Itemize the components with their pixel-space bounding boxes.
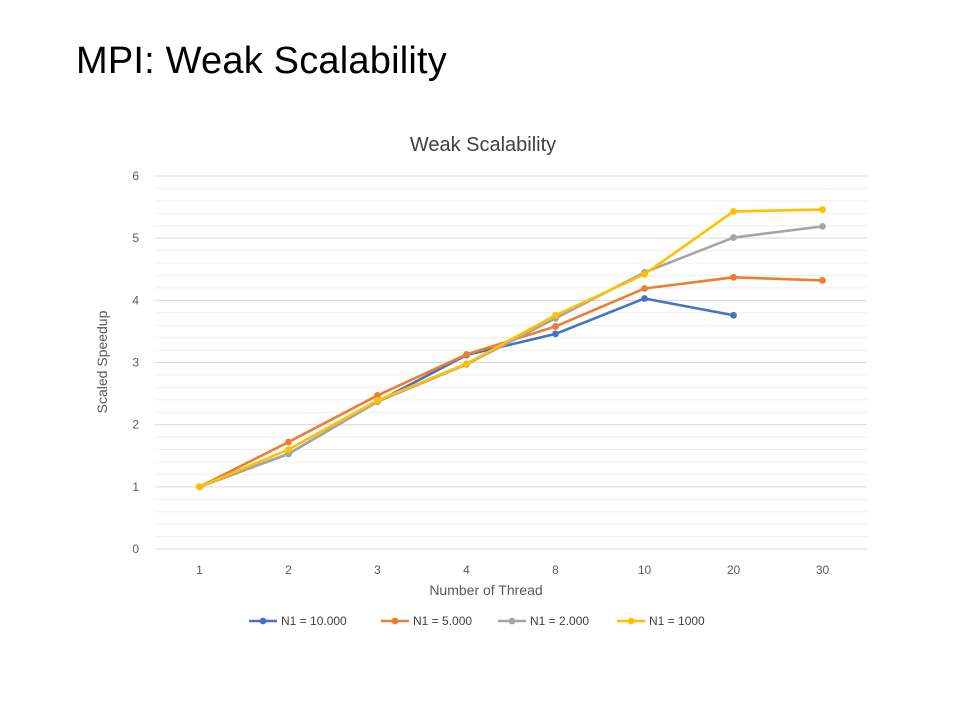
chart-title: Weak Scalability bbox=[410, 134, 556, 156]
x-tick-label: 10 bbox=[638, 563, 652, 577]
series-line bbox=[198, 208, 824, 489]
x-tick-label: 20 bbox=[727, 563, 741, 577]
legend-item: N1 = 10.000 bbox=[249, 614, 347, 628]
y-tick-label: 1 bbox=[132, 480, 139, 494]
y-axis-ticks: 0 1 2 3 4 5 6 bbox=[132, 169, 139, 556]
legend-item: N1 = 2.000 bbox=[498, 614, 589, 628]
series-1 bbox=[196, 273, 826, 491]
x-tick-label: 1 bbox=[196, 563, 203, 577]
x-axis-ticks: 1 2 3 4 8 10 20 30 bbox=[196, 563, 829, 577]
x-axis-label: Number of Thread bbox=[429, 582, 542, 598]
y-tick-label: 2 bbox=[132, 418, 139, 432]
legend-item: N1 = 1000 bbox=[617, 614, 705, 628]
y-tick-label: 6 bbox=[132, 169, 139, 183]
series-3 bbox=[196, 206, 826, 491]
chart-legend: N1 = 10.000 N1 = 5.000 N1 = 2.000 N1 = 1000 bbox=[249, 614, 705, 628]
legend-swatch-marker bbox=[391, 617, 399, 625]
y-tick-label: 4 bbox=[132, 293, 139, 307]
series-line bbox=[198, 276, 824, 489]
legend-item: N1 = 5.000 bbox=[381, 614, 472, 628]
data-point bbox=[196, 483, 203, 491]
data-point bbox=[641, 270, 648, 278]
x-tick-label: 30 bbox=[816, 563, 830, 577]
chart-series bbox=[196, 206, 826, 491]
data-point bbox=[730, 311, 737, 319]
data-point bbox=[552, 330, 559, 338]
legend-swatch-marker bbox=[508, 617, 516, 625]
data-point bbox=[819, 206, 826, 213]
data-point bbox=[730, 234, 737, 241]
series-line bbox=[198, 225, 824, 489]
data-point bbox=[374, 397, 381, 404]
y-tick-label: 5 bbox=[132, 231, 139, 245]
x-tick-label: 2 bbox=[285, 563, 292, 577]
data-point bbox=[641, 295, 648, 302]
data-point bbox=[463, 351, 470, 358]
x-tick-label: 3 bbox=[374, 563, 381, 577]
data-point bbox=[374, 392, 381, 399]
legend-label: N1 = 2.000 bbox=[530, 614, 589, 628]
chart-gridlines bbox=[155, 175, 867, 550]
legend-label: N1 = 10.000 bbox=[281, 614, 347, 628]
slide-title: MPI: Weak Scalability bbox=[76, 40, 447, 82]
data-point bbox=[552, 323, 559, 330]
y-axis-label: Scaled Speedup bbox=[94, 310, 110, 413]
series-0 bbox=[196, 295, 737, 491]
data-point bbox=[552, 311, 559, 319]
data-point bbox=[463, 360, 470, 368]
legend-label: N1 = 1000 bbox=[649, 614, 705, 628]
legend-swatch-marker bbox=[627, 617, 635, 625]
data-point bbox=[730, 208, 737, 215]
y-tick-label: 0 bbox=[132, 542, 139, 556]
x-tick-label: 4 bbox=[463, 563, 470, 577]
data-point bbox=[285, 438, 292, 446]
legend-swatch-marker bbox=[259, 617, 267, 625]
x-tick-label: 8 bbox=[552, 563, 559, 577]
data-point bbox=[819, 277, 826, 284]
data-point bbox=[641, 285, 648, 292]
data-point bbox=[285, 446, 292, 453]
series-line bbox=[198, 297, 735, 489]
y-tick-label: 3 bbox=[132, 356, 139, 370]
legend-label: N1 = 5.000 bbox=[413, 614, 472, 628]
data-point bbox=[730, 273, 737, 281]
data-point bbox=[819, 222, 826, 230]
